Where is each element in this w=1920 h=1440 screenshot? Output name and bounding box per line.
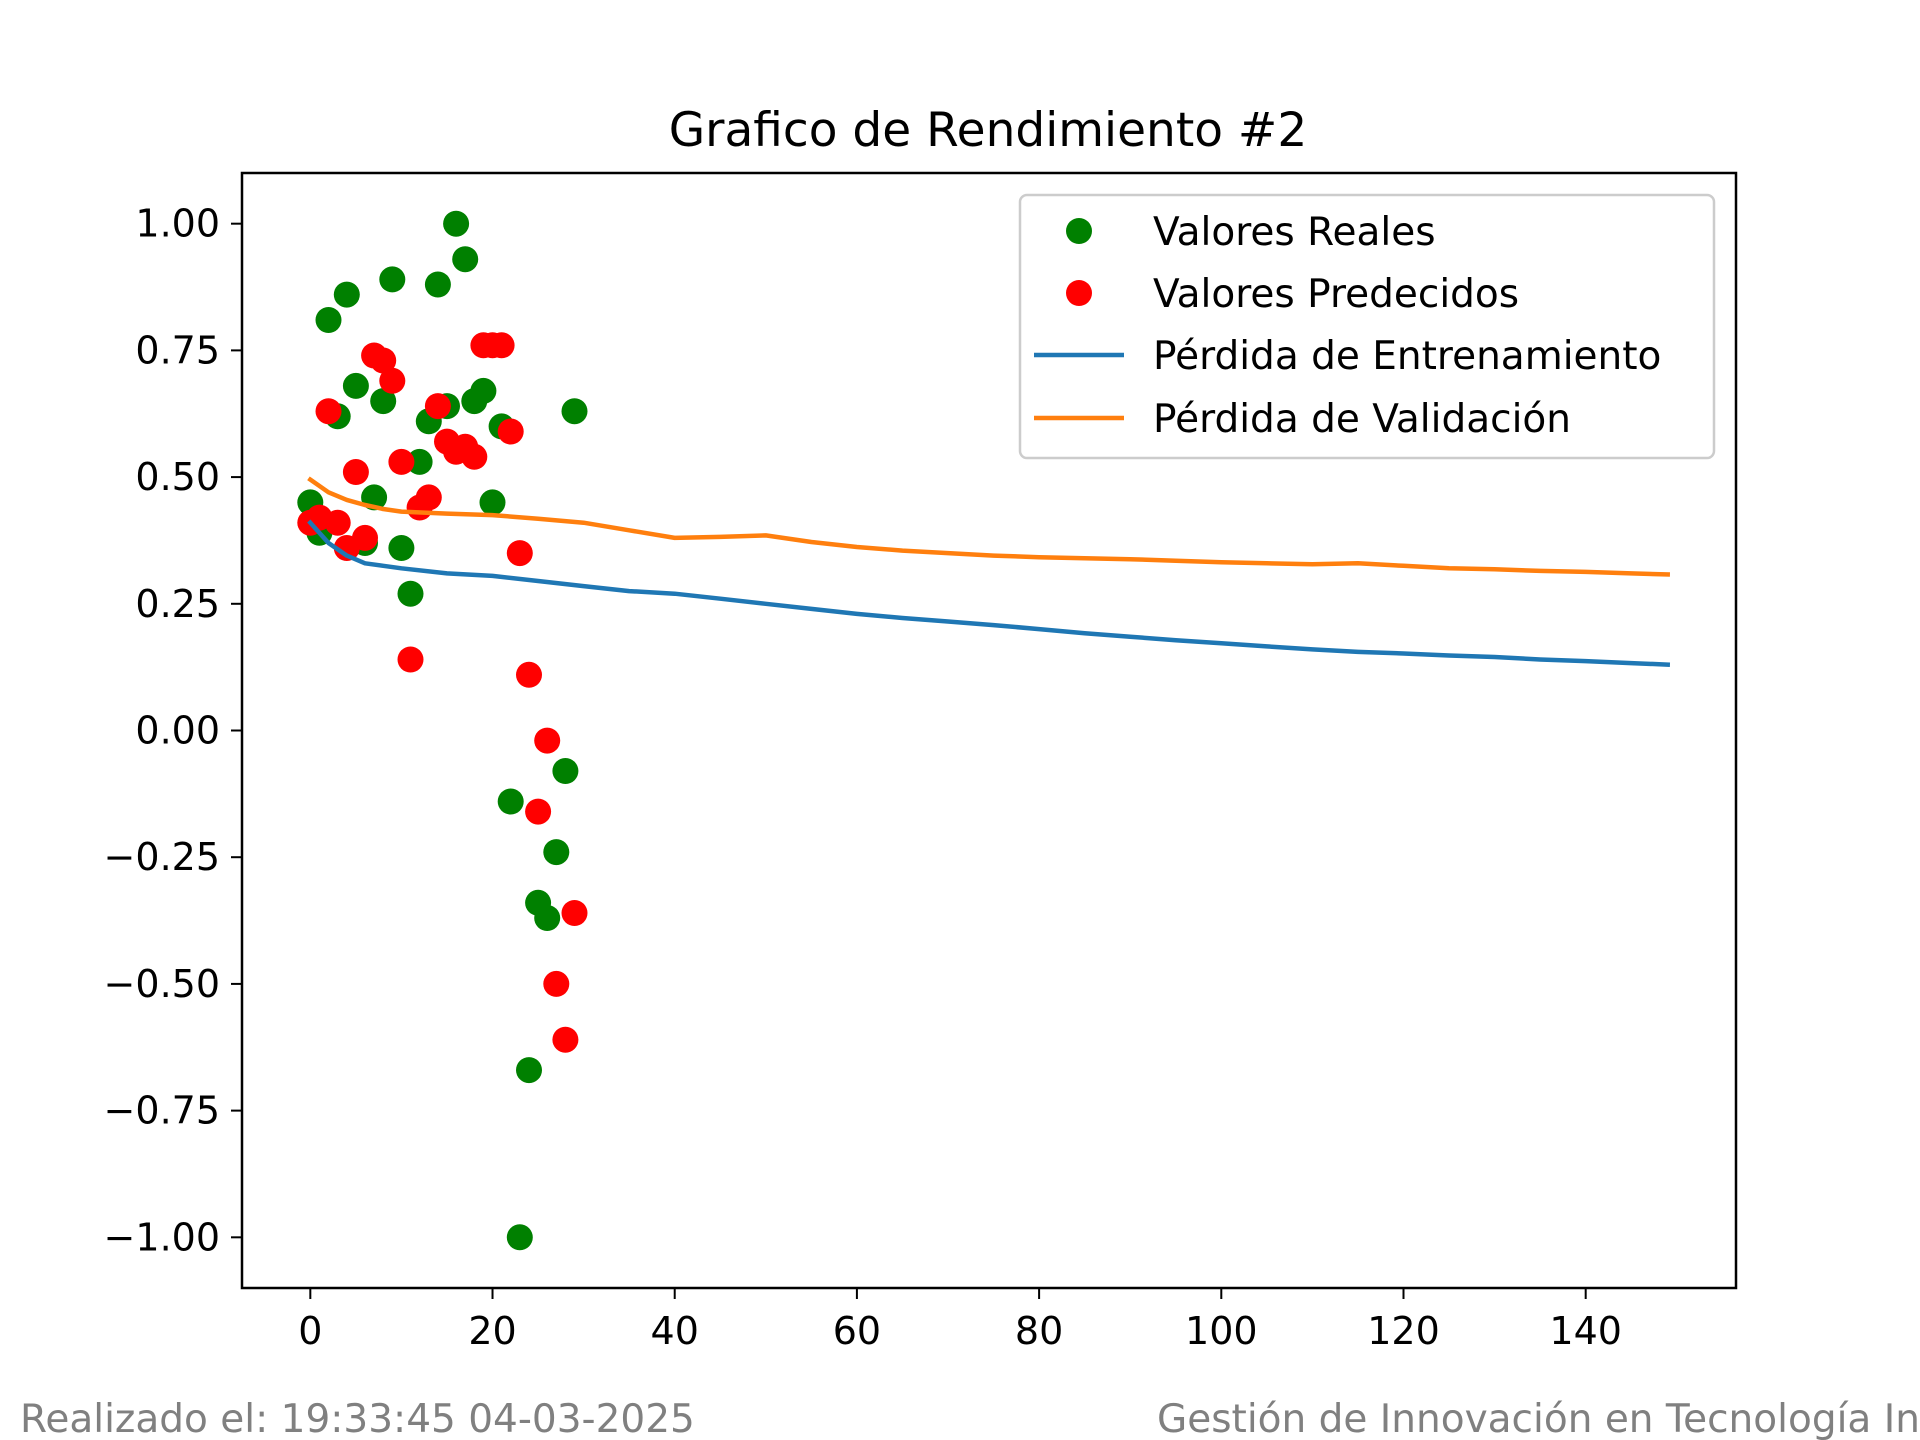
- legend-marker-valores-reales: [1066, 218, 1092, 244]
- point-valores-reales: [406, 448, 433, 475]
- point-valores-reales: [497, 788, 524, 815]
- x-tick-label: 100: [1185, 1309, 1258, 1353]
- point-valores-predecidos: [388, 448, 415, 475]
- point-valores-reales: [561, 398, 588, 425]
- line-perdida-de-validacion: [307, 476, 1671, 577]
- point-valores-reales: [379, 266, 406, 293]
- point-valores-predecidos: [352, 524, 378, 551]
- point-valores-reales: [452, 246, 479, 273]
- point-valores-reales: [543, 839, 570, 866]
- x-tick-label: 80: [1015, 1309, 1063, 1353]
- series-perdida-de-validacion: [307, 476, 1671, 577]
- point-valores-reales: [333, 281, 360, 308]
- y-tick-label: 0.00: [135, 709, 220, 753]
- point-valores-predecidos: [525, 798, 552, 825]
- line-perdida-de-entrenamiento: [307, 519, 1671, 667]
- point-valores-predecidos: [315, 398, 342, 425]
- point-valores-predecidos: [370, 347, 397, 374]
- point-valores-reales: [315, 307, 342, 333]
- point-valores-reales: [424, 271, 451, 298]
- point-valores-reales: [534, 905, 561, 931]
- point-valores-predecidos: [488, 332, 515, 359]
- footer-credit: Gestión de Innovación en Tecnología Info…: [1157, 1397, 1920, 1440]
- y-tick-label: 0.50: [135, 455, 220, 499]
- point-valores-predecidos: [516, 661, 542, 688]
- point-valores-predecidos: [397, 646, 424, 673]
- point-valores-reales: [370, 388, 397, 415]
- point-valores-predecidos: [543, 970, 570, 997]
- point-valores-predecidos: [324, 509, 351, 536]
- x-tick-label: 40: [651, 1309, 699, 1353]
- x-tick-label: 60: [833, 1309, 881, 1353]
- point-valores-reales: [443, 210, 470, 237]
- legend: Valores Reales Valores Predecidos Pérdida …: [1018, 193, 1716, 460]
- y-tick-label: −0.25: [104, 835, 220, 879]
- series-perdida-de-entrenamiento: [307, 519, 1671, 667]
- point-valores-predecidos: [415, 484, 442, 511]
- legend-label-perdida-de-entrenamiento: Pérdida de Entrenamiento: [1153, 334, 1661, 379]
- x-tick-label: 140: [1549, 1309, 1622, 1353]
- point-valores-predecidos: [561, 900, 588, 926]
- y-tick-label: −1.00: [104, 1215, 220, 1259]
- point-valores-reales: [552, 758, 579, 784]
- point-valores-predecidos: [424, 393, 451, 420]
- point-valores-reales: [479, 489, 506, 516]
- point-valores-reales: [470, 377, 497, 404]
- y-tick-label: −0.50: [104, 962, 220, 1006]
- point-valores-predecidos: [379, 367, 406, 394]
- x-tick-label: 120: [1367, 1309, 1440, 1353]
- point-valores-reales: [506, 1224, 533, 1251]
- y-tick-label: 1.00: [135, 202, 220, 246]
- point-valores-reales: [516, 1057, 542, 1084]
- x-tick-label: 20: [468, 1309, 516, 1353]
- legend-box: [1018, 193, 1716, 460]
- x-tick-label: 0: [298, 1309, 322, 1353]
- point-valores-predecidos: [534, 727, 561, 754]
- x-axis: 0 20 40 60 80 100 120 140: [298, 1288, 1622, 1353]
- point-valores-predecidos: [342, 459, 369, 485]
- legend-label-perdida-de-validacion: Pérdida de Validación: [1153, 397, 1571, 442]
- point-valores-predecidos: [506, 540, 533, 567]
- y-tick-label: 0.75: [135, 328, 220, 372]
- y-axis: 1.00 0.75 0.50 0.25 0.00 −0.25 −0.50 −0.75 −1.00: [104, 202, 242, 1259]
- y-tick-label: 0.25: [135, 582, 220, 626]
- legend-marker-valores-predecidos: [1066, 280, 1092, 306]
- chart-title: Grafico de Rendimiento #2: [669, 103, 1307, 158]
- legend-label-valores-reales: Valores Reales: [1153, 210, 1436, 255]
- point-valores-reales: [388, 535, 415, 561]
- y-tick-label: −0.75: [104, 1089, 220, 1133]
- point-valores-reales: [397, 580, 424, 607]
- series-layer: [297, 210, 1671, 1251]
- footer-timestamp: Realizado el: 19:33:45 04-03-2025: [20, 1397, 695, 1440]
- point-valores-predecidos: [552, 1026, 579, 1053]
- point-valores-reales: [342, 372, 369, 399]
- point-valores-predecidos: [461, 443, 488, 470]
- legend-label-valores-predecidos: Valores Predecidos: [1153, 272, 1519, 317]
- point-valores-predecidos: [497, 418, 524, 445]
